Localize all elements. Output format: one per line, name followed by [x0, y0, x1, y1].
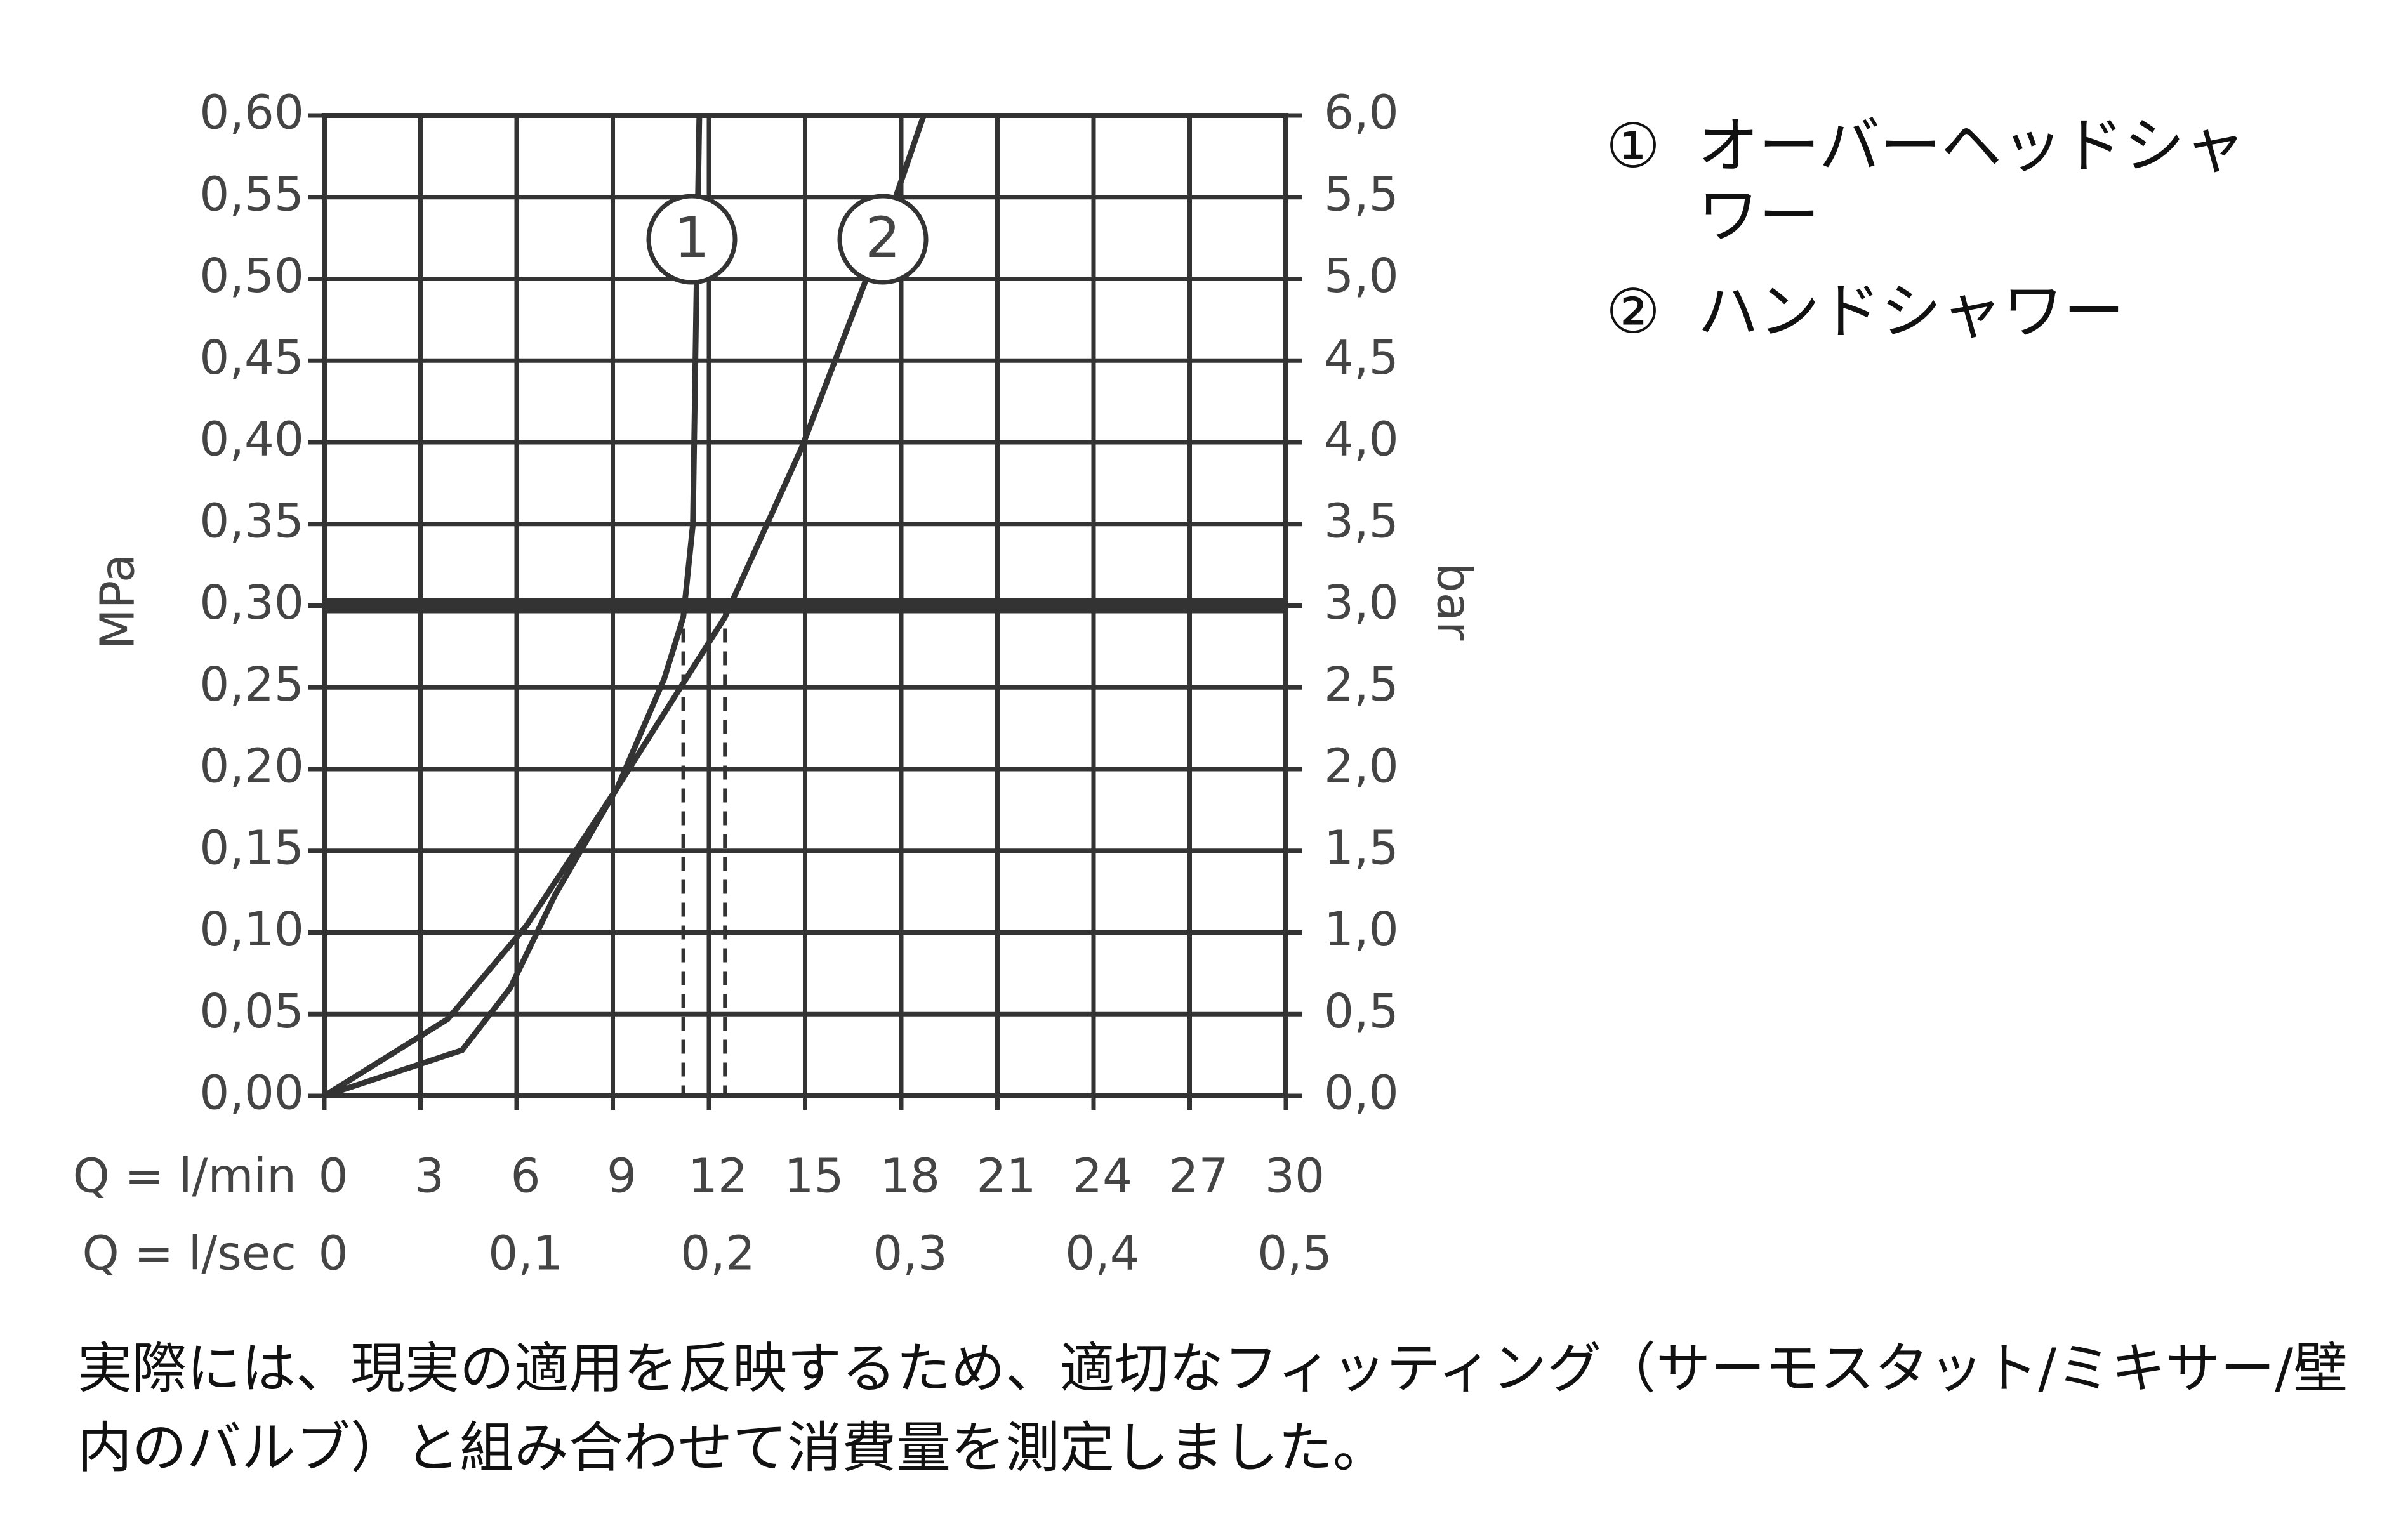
x-tick-label: 21 — [976, 1149, 1036, 1204]
legend-marker: ① — [1606, 110, 1661, 181]
y2-tick-label: 2,0 — [1324, 739, 1399, 794]
y-tick-label: 0,60 — [199, 86, 304, 140]
y-axis-label: MPa — [91, 554, 145, 650]
legend-entry: ② ハンドシャワー — [1606, 275, 2275, 347]
y2-tick-label: 3,5 — [1324, 494, 1399, 548]
y2-tick-label: 3,0 — [1324, 576, 1399, 630]
y2-tick-label: 1,0 — [1324, 902, 1399, 957]
plot-frame — [322, 113, 1288, 1098]
y-tick-label: 0,35 — [199, 494, 304, 548]
y-tick-label: 0,55 — [199, 167, 304, 221]
x-tick-label: 9 — [607, 1149, 637, 1204]
curve-label-circle — [646, 194, 738, 285]
y2-tick-label: 5,0 — [1324, 249, 1399, 303]
x2-tick-label: 0,5 — [1257, 1227, 1332, 1281]
y-tick-label: 0,05 — [199, 984, 304, 1039]
y2-axis-label: bar — [1426, 563, 1481, 641]
x2-axis-label: Q = l/sec — [82, 1227, 296, 1281]
y-tick-label: 0,15 — [199, 820, 304, 875]
legend-entry: ① オーバーヘッドシャワー — [1606, 111, 2275, 251]
x2-tick-label: 0,2 — [680, 1227, 755, 1281]
series-line — [323, 115, 703, 1099]
legend-marker: ② — [1606, 275, 1661, 347]
x-tick-label: 6 — [510, 1149, 540, 1204]
x2-tick-label: 0,1 — [488, 1227, 563, 1281]
x2-tick-label: 0,4 — [1065, 1227, 1140, 1281]
y2-tick-label: 4,0 — [1324, 412, 1399, 467]
y-tick-label: 0,10 — [199, 902, 304, 957]
x-tick-label: 15 — [784, 1149, 843, 1204]
y-tick-label: 0,25 — [199, 657, 304, 712]
x-tick-label: 30 — [1265, 1149, 1325, 1204]
x2-tick-label: 0,3 — [873, 1227, 948, 1281]
y2-tick-label: 5,5 — [1324, 167, 1399, 221]
y2-tick-label: 6,0 — [1324, 86, 1399, 140]
y2-tick-label: 1,5 — [1324, 820, 1399, 875]
y-tick-label: 0,00 — [199, 1066, 304, 1121]
legend-label: オーバーヘッドシャワー — [1698, 110, 2246, 252]
footnote: 実際には、現実の適用を反映するため、適切なフィッティング（サーモスタット/ミキサ… — [77, 1337, 2348, 1480]
x-tick-label: 24 — [1073, 1149, 1132, 1204]
y2-tick-label: 0,0 — [1324, 1066, 1399, 1121]
x-axis-label: Q = l/min — [73, 1149, 296, 1204]
x2-tick-label: 0 — [318, 1227, 348, 1281]
curve-label-circle — [837, 194, 929, 285]
x-tick-label: 27 — [1168, 1149, 1228, 1204]
x-tick-label: 18 — [880, 1149, 940, 1204]
x-tick-label: 12 — [688, 1149, 748, 1204]
legend: ① オーバーヘッドシャワー ② ハンドシャワー — [1606, 111, 2275, 372]
curve-label: 1 — [674, 205, 710, 270]
y-tick-label: 0,50 — [199, 249, 304, 303]
y-tick-label: 0,40 — [199, 412, 304, 467]
legend-label: ハンドシャワー — [1698, 275, 2124, 347]
y-tick-label: 0,30 — [199, 576, 304, 630]
x-tick-label: 0 — [318, 1149, 348, 1204]
y2-tick-label: 0,5 — [1324, 984, 1399, 1039]
chart: 0,000,050,100,150,200,250,300,350,400,45… — [73, 86, 1481, 1281]
curve-label: 2 — [865, 205, 901, 270]
x-tick-label: 3 — [414, 1149, 444, 1204]
y2-tick-label: 2,5 — [1324, 657, 1399, 712]
y-tick-label: 0,45 — [199, 331, 304, 385]
y-tick-label: 0,20 — [199, 739, 304, 794]
y2-tick-label: 4,5 — [1324, 331, 1399, 385]
